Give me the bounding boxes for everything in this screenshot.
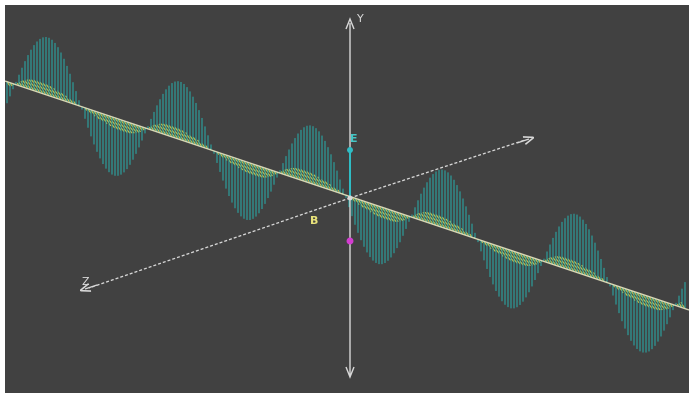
electric-field-label: E	[350, 132, 358, 145]
magnetic-wave-hatch	[46, 84, 56, 99]
magnetic-wave-hatch	[240, 159, 251, 174]
magnetic-wave-hatch	[171, 125, 182, 141]
em-wave-scene: Y Z E B	[5, 12, 689, 379]
origin-marker	[347, 195, 353, 201]
magnetic-wave-hatch	[135, 124, 141, 133]
magnetic-wave-hatch	[513, 251, 524, 266]
magnetic-wave-hatch	[297, 168, 308, 183]
magnetic-wave-hatch	[438, 215, 449, 230]
magnetic-wave-hatch	[303, 169, 314, 185]
magnetic-wave-hatch	[663, 301, 669, 309]
magnetic-field-label: B	[310, 214, 318, 227]
magnetic-wave-hatch	[381, 206, 392, 222]
magnetic-wave-hatch	[519, 253, 529, 267]
propagation-axis	[5, 80, 689, 311]
magnetic-wave-hatch	[255, 164, 265, 178]
z-axis	[88, 197, 351, 289]
magnetic-wave-hatch	[306, 171, 317, 186]
magnetic-wave-hatch	[648, 296, 658, 311]
magnetic-wave-hatch	[31, 79, 41, 93]
magnetic-wave-hatch	[237, 158, 247, 173]
y-axis-bottom-arrowhead	[345, 366, 355, 379]
e-vector-tip	[347, 147, 353, 153]
magnetic-wave-hatch	[378, 205, 389, 221]
magnetic-wave-hatch	[108, 115, 119, 130]
magnetic-wave-hatch	[561, 256, 572, 271]
magnetic-wave-hatch	[36, 80, 47, 95]
magnetic-wave-hatch	[559, 256, 569, 270]
magnetic-wave-hatch	[49, 86, 59, 100]
magnetic-wave-hatch	[310, 172, 320, 187]
magnetic-wave-hatch	[593, 272, 599, 280]
magnetic-wave-hatch	[123, 120, 133, 134]
magnetic-wave-hatch	[399, 212, 405, 221]
magnetic-wave-hatch	[300, 168, 311, 184]
magnetic-wave-hatch	[33, 79, 44, 94]
magnetic-wave-hatch	[42, 82, 53, 98]
magnetic-wave-hatch	[114, 117, 125, 133]
magnetic-wave-hatch	[168, 124, 179, 140]
electric-wave	[6, 36, 686, 353]
magnetic-wave-hatch	[567, 258, 578, 273]
magnetic-wave-hatch	[516, 252, 526, 266]
magnetic-wave-hatch	[501, 247, 511, 261]
magnetic-wave-hatch	[387, 208, 397, 222]
magnetic-wave-hatch	[39, 81, 50, 97]
magnetic-wave-hatch	[372, 203, 383, 219]
magnetic-wave-hatch	[375, 204, 386, 220]
z-axis-label: Z	[82, 275, 90, 288]
magnetic-wave-hatch	[564, 257, 575, 272]
magnetic-wave-hatch	[510, 250, 521, 265]
magnetic-wave-hatch	[531, 257, 537, 265]
magnetic-wave-hatch	[642, 294, 653, 309]
y-axis-top-arrowhead	[345, 17, 355, 30]
magnetic-wave-hatch	[639, 293, 650, 308]
magnetic-wave-hatch	[445, 218, 455, 232]
magnetic-wave-hatch	[178, 128, 188, 143]
magnetic-wave-hatch	[197, 139, 203, 148]
magnetic-wave-hatch	[267, 168, 273, 177]
magnetic-wave-hatch	[633, 291, 643, 305]
magnetic-wave-hatch	[577, 262, 587, 276]
magnetic-wave-hatch	[369, 202, 379, 217]
magnetic-wave-hatch	[105, 114, 115, 129]
magnetic-wave-hatch	[636, 292, 647, 307]
magnetic-wave-hatch	[111, 116, 122, 132]
magnetic-wave-hatch	[570, 259, 581, 274]
magnetic-wave-hatch	[432, 213, 443, 228]
magnetic-wave-hatch	[163, 123, 173, 138]
wave-viewport[interactable]: Y Z E B	[5, 5, 689, 393]
magnetic-wave-hatch	[504, 248, 515, 263]
magnetic-wave-hatch	[645, 295, 656, 310]
magnetic-wave-hatch	[574, 261, 584, 275]
magnetic-wave-hatch	[461, 228, 467, 236]
magnetic-wave-hatch	[174, 126, 185, 142]
magnetic-wave-hatch	[435, 214, 446, 229]
y-axis-label: Y	[356, 12, 364, 25]
magnetic-wave-hatch	[117, 118, 128, 133]
x-axis-arrowhead	[516, 139, 529, 143]
magnetic-marker	[346, 237, 354, 245]
x-axis-back	[349, 139, 526, 199]
magnetic-wave-hatch	[165, 124, 176, 139]
z-axis-arrowhead	[85, 285, 98, 289]
magnetic-wave-hatch	[252, 163, 262, 178]
magnetic-wave-hatch	[249, 162, 260, 178]
magnetic-wave-hatch	[246, 161, 257, 177]
magnetic-wave-hatch	[429, 212, 440, 227]
magnetic-wave-hatch	[181, 130, 191, 144]
magnetic-wave-hatch	[295, 167, 305, 182]
magnetic-wave-hatch	[442, 216, 452, 231]
magnetic-wave-hatch	[507, 249, 518, 264]
magnetic-wave-hatch	[65, 95, 71, 104]
magnetic-wave-hatch	[120, 119, 130, 134]
magnetic-wave-hatch	[651, 297, 661, 311]
magnetic-wave-hatch	[384, 207, 394, 222]
magnetic-wave-hatch	[243, 160, 254, 176]
magnetic-wave-hatch	[313, 174, 323, 188]
magnetic-wave-hatch	[427, 212, 437, 226]
magnetic-wave-hatch	[329, 183, 335, 192]
